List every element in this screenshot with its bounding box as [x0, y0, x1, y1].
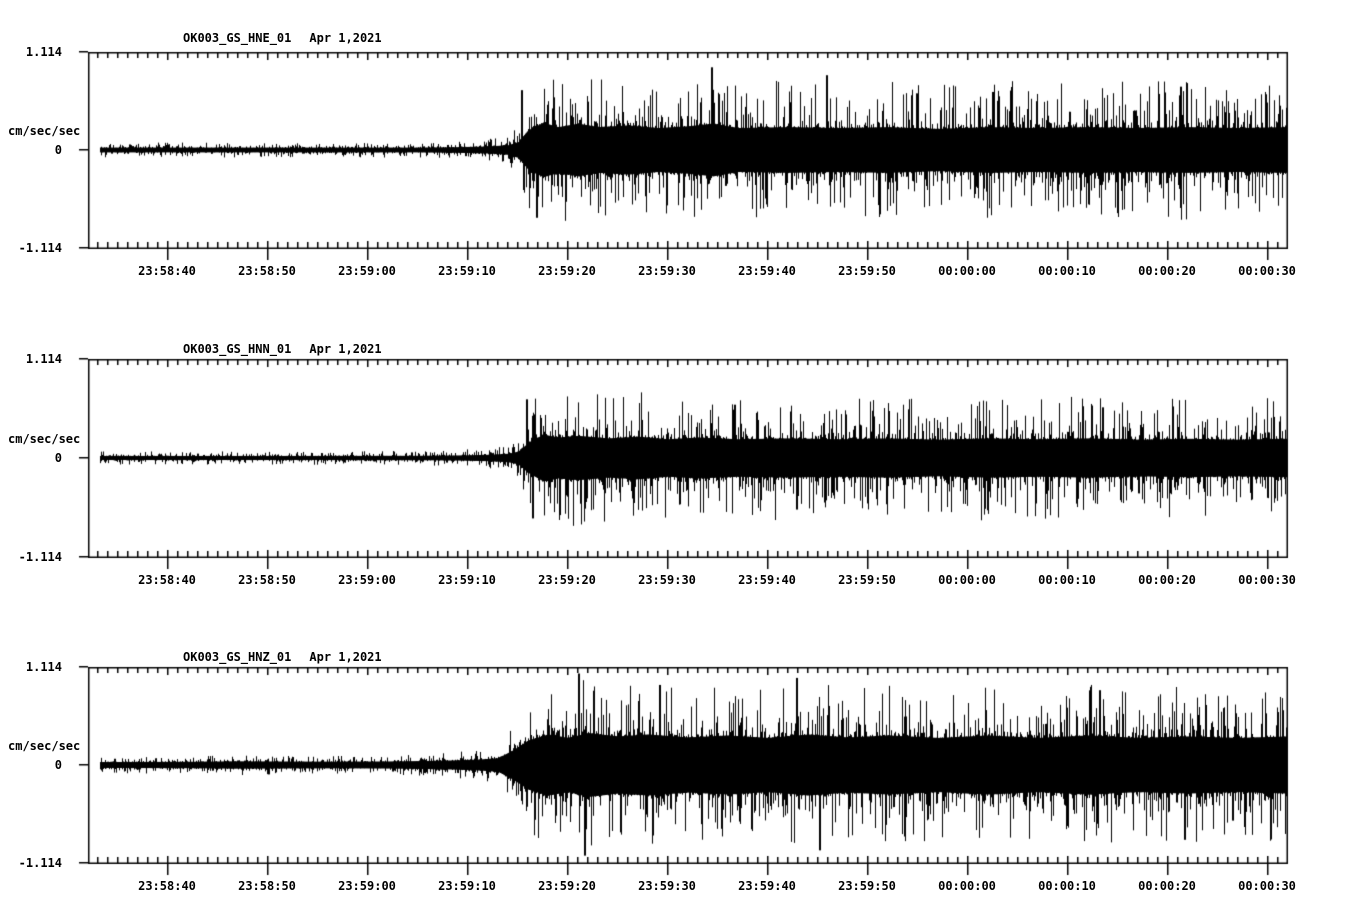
time-tick-label: 23:59:40 — [738, 879, 796, 893]
time-tick-label: 23:59:00 — [338, 879, 396, 893]
time-tick-label: 23:59:20 — [538, 879, 596, 893]
y-axis-max-label: 1.114 — [25, 660, 62, 674]
channel-id: OK003_GS_HNE_01 — [183, 31, 292, 45]
y-axis-zero-label: 0 — [54, 758, 62, 772]
time-tick-label: 23:58:50 — [238, 879, 296, 893]
time-tick-label: 23:59:10 — [438, 879, 496, 893]
y-axis-max-label: 1.114 — [25, 352, 62, 366]
time-tick-label: 23:59:50 — [838, 879, 896, 893]
time-tick-label: 23:58:50 — [238, 573, 296, 587]
time-tick-label: 23:59:30 — [638, 879, 696, 893]
y-axis-min-label: -1.114 — [18, 241, 62, 255]
time-tick-label: 00:00:00 — [938, 879, 996, 893]
time-tick-label: 00:00:10 — [1038, 264, 1096, 278]
time-tick-label: 23:59:20 — [538, 573, 596, 587]
y-axis-zero-label: 0 — [54, 143, 62, 157]
time-tick-label: 23:58:40 — [138, 264, 196, 278]
channel-id: OK003_GS_HNN_01 — [183, 342, 292, 356]
y-axis-max-label: 1.114 — [25, 45, 62, 59]
plot-title: OK003_GS_HNN_01 Apr 1,2021 — [183, 342, 382, 356]
y-axis-min-label: -1.114 — [18, 856, 62, 870]
time-tick-label: 23:59:00 — [338, 573, 396, 587]
time-tick-label: 23:59:00 — [338, 264, 396, 278]
y-axis-units-label: cm/sec/sec — [8, 432, 81, 446]
time-tick-label: 23:59:50 — [838, 264, 896, 278]
time-tick-label: 23:58:50 — [238, 264, 296, 278]
time-tick-label: 00:00:20 — [1138, 879, 1196, 893]
y-axis-zero-label: 0 — [54, 451, 62, 465]
plot-date: Apr 1,2021 — [309, 650, 382, 664]
time-tick-label: 00:00:00 — [938, 573, 996, 587]
time-tick-label: 00:00:30 — [1238, 264, 1296, 278]
time-tick-label: 23:59:30 — [638, 264, 696, 278]
time-tick-label: 00:00:30 — [1238, 573, 1296, 587]
plot-title: OK003_GS_HNZ_01 Apr 1,2021 — [183, 650, 382, 664]
time-tick-label: 00:00:00 — [938, 264, 996, 278]
time-tick-label: 00:00:20 — [1138, 264, 1196, 278]
time-tick-label: 23:59:40 — [738, 264, 796, 278]
plot-date: Apr 1,2021 — [309, 31, 382, 45]
time-tick-label: 00:00:10 — [1038, 879, 1096, 893]
y-axis-min-label: -1.114 — [18, 550, 62, 564]
time-tick-label: 23:59:10 — [438, 573, 496, 587]
time-tick-label: 00:00:30 — [1238, 879, 1296, 893]
time-tick-label: 00:00:20 — [1138, 573, 1196, 587]
time-tick-label: 23:59:40 — [738, 573, 796, 587]
time-tick-label: 00:00:10 — [1038, 573, 1096, 587]
plot-date: Apr 1,2021 — [309, 342, 382, 356]
y-axis-units-label: cm/sec/sec — [8, 739, 81, 753]
y-axis-units-label: cm/sec/sec — [8, 124, 81, 138]
plot-title: OK003_GS_HNE_01 Apr 1,2021 — [183, 31, 382, 45]
channel-id: OK003_GS_HNZ_01 — [183, 650, 292, 664]
time-tick-label: 23:59:30 — [638, 573, 696, 587]
time-tick-label: 23:59:10 — [438, 264, 496, 278]
time-tick-label: 23:58:40 — [138, 879, 196, 893]
time-tick-label: 23:59:50 — [838, 573, 896, 587]
time-tick-label: 23:59:20 — [538, 264, 596, 278]
time-tick-label: 23:58:40 — [138, 573, 196, 587]
